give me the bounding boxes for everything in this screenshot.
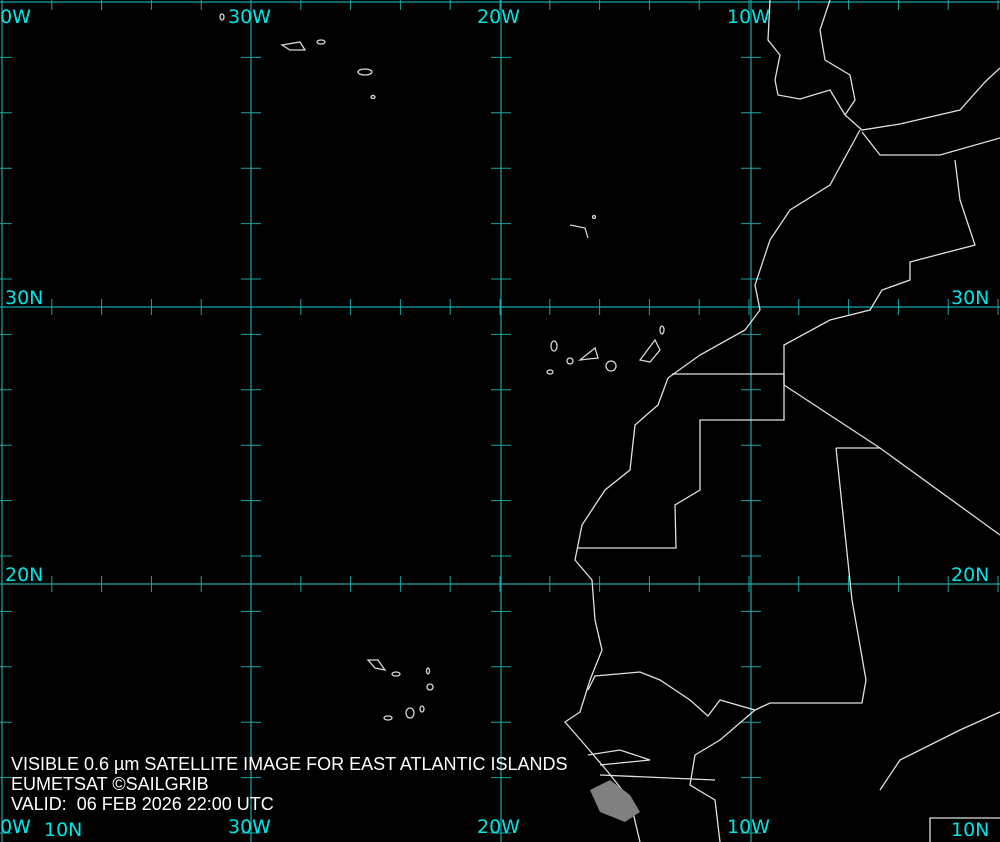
- lon-label-bottom: 10W: [727, 816, 770, 838]
- lon-label-bottom: 40W: [0, 816, 31, 838]
- caption-credit: EUMETSAT ©SAILGRIB: [11, 774, 209, 794]
- west-africa-coast: [564, 129, 861, 842]
- coastlines: [564, 0, 1000, 842]
- lon-label-bottom: 30W: [228, 816, 271, 838]
- border-western-sahara: [578, 373, 785, 549]
- lat-label-right: 10N: [951, 819, 990, 841]
- border-senegal: [587, 709, 756, 842]
- lon-label-top: 20W: [477, 6, 520, 28]
- lat-label-right: 20N: [951, 564, 990, 586]
- lon-label-top: 10W: [727, 6, 770, 28]
- lat-label-left: 20N: [5, 564, 44, 586]
- caption-valid-time: VALID: 06 FEB 2026 22:00 UTC: [11, 794, 274, 814]
- lon-label-top: 30W: [228, 6, 271, 28]
- lat-label-right: 30N: [951, 287, 990, 309]
- border-east: [879, 711, 1000, 842]
- border-mali: [587, 384, 1000, 717]
- lon-label-bottom: 20W: [477, 816, 520, 838]
- lat-label-left: 10N: [44, 819, 83, 841]
- islands: [219, 13, 665, 721]
- coastal-cloud: [590, 780, 640, 822]
- north-africa-coast: [861, 131, 1000, 156]
- lat-label-left: 30N: [5, 287, 44, 309]
- lon-label-top: 40W: [0, 6, 31, 28]
- iberia-coast: [767, 0, 1000, 131]
- border-morocco-algeria: [783, 159, 976, 385]
- caption-title: VISIBLE 0.6 µm SATELLITE IMAGE FOR EAST …: [11, 754, 568, 774]
